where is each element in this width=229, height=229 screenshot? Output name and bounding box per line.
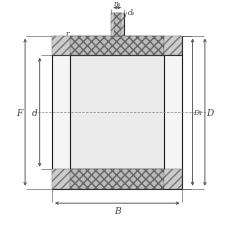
Bar bbox=[70, 56, 164, 170]
Bar bbox=[52, 56, 182, 170]
Bar bbox=[52, 37, 70, 189]
Bar bbox=[113, 14, 120, 37]
Text: B: B bbox=[113, 206, 120, 215]
Bar bbox=[70, 170, 164, 189]
Bar bbox=[52, 170, 182, 189]
Text: D₁: D₁ bbox=[192, 109, 201, 117]
Bar bbox=[70, 37, 164, 56]
Text: r: r bbox=[65, 30, 69, 38]
Text: D: D bbox=[205, 108, 213, 117]
Bar bbox=[52, 37, 182, 56]
Text: d: d bbox=[32, 108, 38, 117]
Text: F: F bbox=[16, 108, 22, 117]
Bar bbox=[110, 14, 123, 37]
Text: dₛ: dₛ bbox=[127, 9, 134, 17]
Text: nₛ: nₛ bbox=[113, 0, 120, 8]
Bar bbox=[164, 37, 182, 189]
